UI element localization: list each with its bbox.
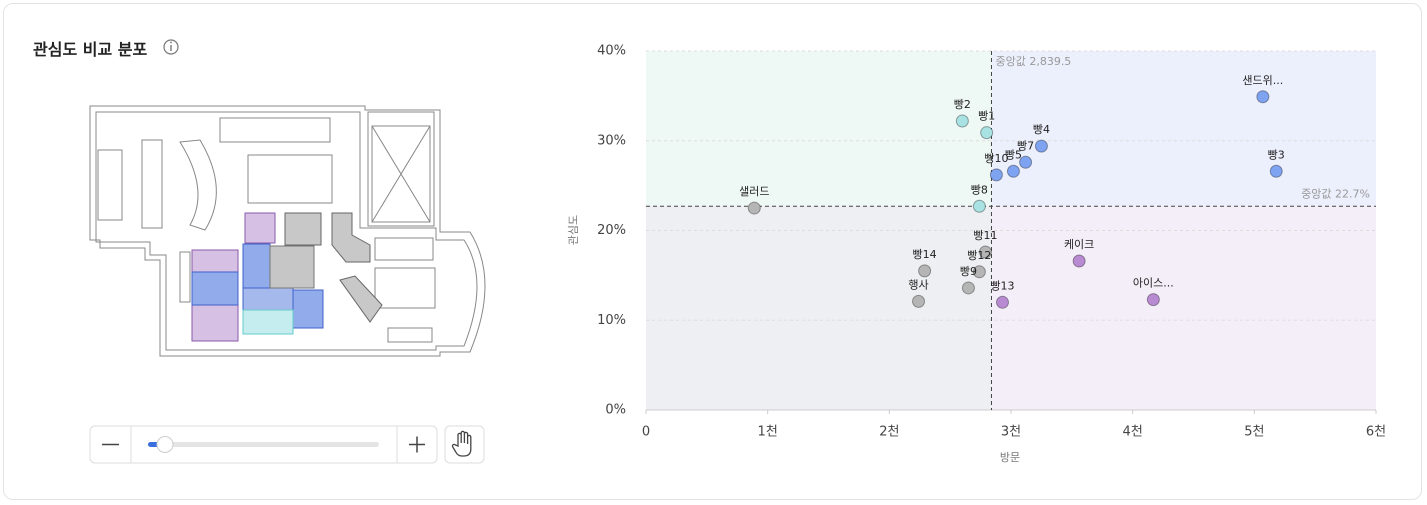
point[interactable] — [1006, 164, 1020, 178]
zoom-slider-handle[interactable] — [156, 436, 174, 453]
panel-title: 관심도 비교 분포 — [33, 40, 148, 59]
point[interactable] — [747, 201, 761, 215]
point[interactable] — [1072, 254, 1086, 268]
median-label: 중앙값 2,839.5 — [995, 55, 1071, 68]
point[interactable] — [995, 295, 1009, 309]
point[interactable] — [961, 281, 975, 295]
point-label: 빵3 — [1268, 148, 1285, 161]
point-label: 빵8 — [971, 183, 988, 196]
quadrant-bg — [991, 206, 1376, 410]
point[interactable] — [972, 265, 986, 279]
x-tick-label: 3천 — [1001, 425, 1021, 440]
point-label: 행사 — [908, 278, 928, 291]
floor-plan — [89, 105, 486, 357]
point-label: 빵1 — [978, 110, 995, 123]
x-tick-label: 5천 — [1244, 425, 1264, 440]
point-label: 빵13 — [990, 279, 1014, 292]
median-label: 중앙값 22.7% — [1301, 187, 1370, 200]
point[interactable] — [980, 126, 994, 140]
x-tick-label: 2천 — [879, 425, 899, 440]
quadrant-bg — [991, 51, 1376, 207]
point-label: 빵7 — [1017, 139, 1034, 152]
point-label: 빵9 — [960, 265, 977, 278]
y-axis-label: 관심도 — [567, 215, 580, 245]
point[interactable] — [918, 264, 932, 278]
point-label: 빵11 — [973, 229, 997, 242]
point[interactable] — [1146, 293, 1160, 307]
zoom-in-button[interactable] — [409, 436, 425, 453]
point[interactable] — [1034, 139, 1048, 153]
info-icon[interactable] — [163, 39, 179, 55]
point-label: 빵4 — [1033, 123, 1050, 136]
pan-button[interactable] — [444, 425, 485, 464]
point-label: 빵14 — [913, 248, 937, 261]
point-label: 빵2 — [954, 98, 971, 111]
x-axis-label: 방문 — [1000, 451, 1020, 464]
point-label: 빵5 — [1005, 148, 1022, 161]
y-tick-label: 10% — [597, 313, 626, 328]
point[interactable] — [978, 245, 992, 259]
point[interactable] — [912, 294, 926, 308]
point-label: 샐러드 — [739, 185, 769, 198]
y-tick-label: 40% — [597, 44, 626, 59]
point-label: 빵12 — [967, 249, 991, 262]
y-tick-label: 0% — [605, 403, 626, 418]
quadrant-bg — [646, 51, 992, 207]
point[interactable] — [989, 168, 1003, 182]
zoom-controls — [89, 425, 485, 464]
x-tick-label: 4천 — [1123, 425, 1143, 440]
point[interactable] — [1256, 90, 1270, 104]
point-label: 아이스... — [1133, 277, 1174, 290]
point[interactable] — [955, 114, 969, 128]
x-tick-label: 1천 — [758, 425, 778, 440]
x-tick-label: 0 — [642, 425, 650, 440]
y-tick-label: 30% — [597, 133, 626, 148]
y-tick-label: 20% — [597, 223, 626, 238]
point-label: 케이크 — [1064, 238, 1094, 251]
point[interactable] — [1269, 164, 1283, 178]
x-tick-label: 6천 — [1366, 425, 1386, 440]
point[interactable] — [972, 199, 986, 213]
point-label: 빵10 — [984, 152, 1008, 165]
point-label: 샌드위... — [1242, 74, 1283, 87]
quadrant-bg — [646, 206, 992, 410]
point[interactable] — [1019, 155, 1033, 169]
